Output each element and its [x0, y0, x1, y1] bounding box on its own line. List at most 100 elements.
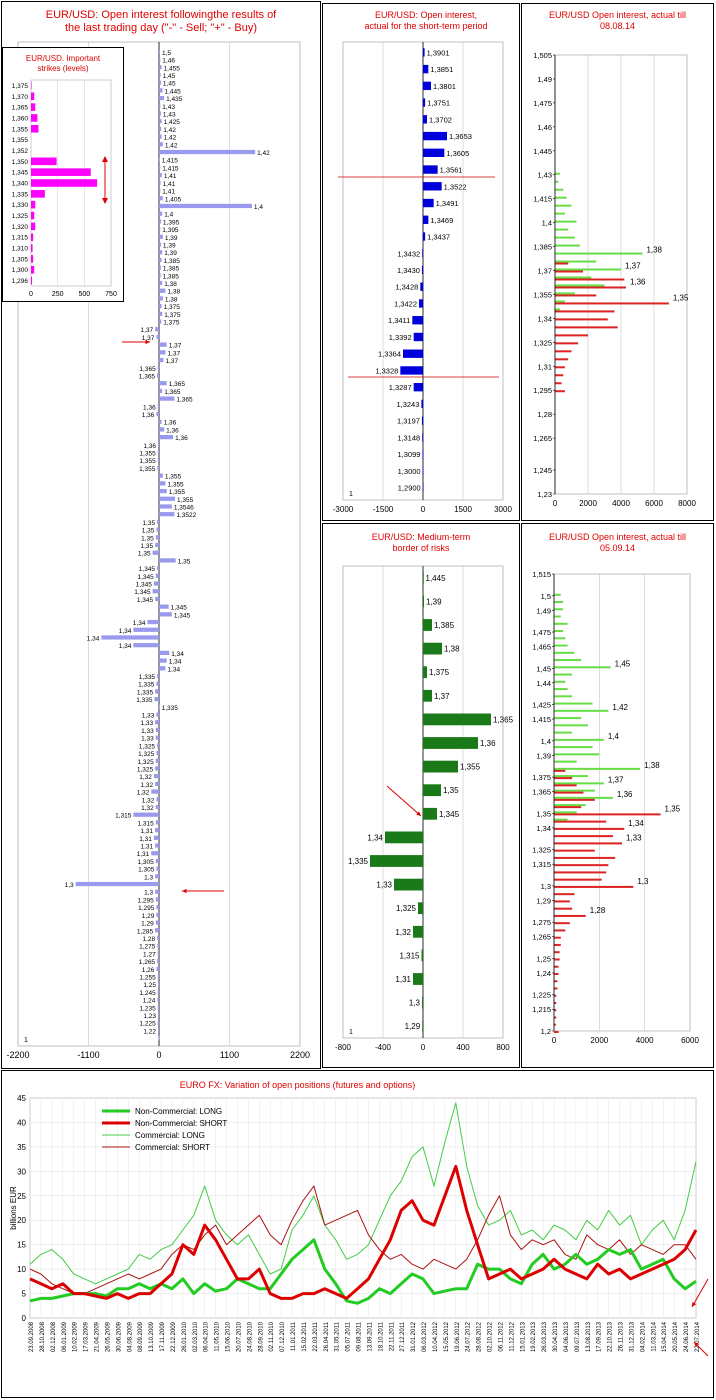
bar — [157, 1005, 159, 1010]
bar — [159, 157, 160, 162]
bar-label: 1,355 — [165, 474, 182, 481]
x-tick-label: 26.03.2013 — [542, 1321, 548, 1352]
bar-label: 1,325 — [137, 766, 154, 773]
bar-label: 1,345 — [136, 582, 153, 589]
bar — [554, 731, 573, 734]
y-tick-label: 1,465 — [532, 643, 551, 652]
bar — [152, 589, 159, 594]
bar — [555, 196, 567, 199]
bar-label: 1,36 — [142, 412, 155, 419]
y-tick-label: 1,24 — [536, 969, 551, 978]
bar — [159, 257, 162, 263]
bar — [157, 519, 159, 525]
bar — [31, 276, 33, 285]
x-tick-label: 10.02.2009 — [73, 1321, 79, 1352]
bar — [555, 236, 575, 239]
bar — [554, 673, 573, 676]
bar — [554, 760, 577, 763]
bar-label: 1,41 — [163, 181, 176, 188]
bar — [554, 1023, 556, 1026]
bar — [157, 951, 159, 956]
bar — [159, 650, 170, 655]
bar — [155, 920, 159, 925]
bar-label: 1,225 — [139, 1021, 156, 1028]
y-tick-label: 1,300 — [12, 267, 29, 274]
bar — [159, 142, 163, 147]
x-tick-label: 11.05.2010 — [215, 1321, 221, 1351]
bar — [159, 211, 163, 216]
bar — [159, 103, 161, 108]
bar — [159, 219, 161, 224]
bar — [159, 488, 167, 494]
x-tick-label: 26.04.2011 — [324, 1321, 330, 1351]
bar — [554, 651, 575, 654]
bar — [385, 831, 423, 844]
bar — [421, 265, 423, 275]
bar — [554, 798, 595, 801]
bar-label: 1,355 — [460, 763, 481, 772]
bar — [554, 914, 586, 917]
bar — [159, 558, 176, 563]
bar-label: 1,335 — [162, 705, 179, 712]
x-tick-label: -3000 — [333, 505, 354, 514]
bar — [421, 949, 423, 962]
bar — [159, 188, 161, 193]
bar — [159, 165, 161, 170]
bar — [423, 232, 426, 241]
x-tick-label: 17.11.2009 — [160, 1321, 166, 1351]
bar-label: 1,37 — [434, 692, 450, 701]
bar — [554, 769, 566, 772]
bar-label: 1,22 — [143, 1028, 156, 1035]
bar-label: 1,38 — [167, 289, 180, 296]
bar — [555, 374, 564, 377]
y-tick-label: 5 — [22, 1290, 27, 1299]
chart-oi-0509: 0 2000 4000 6000 1,515 1,5 1,49 1,475 1,465 1,45 1… — [532, 570, 699, 1045]
bar-label: 1,38 — [646, 246, 662, 255]
bar — [555, 252, 643, 255]
x-tick-label: 3000 — [494, 505, 512, 514]
chart-title-important-strikes: EUR/USD. Important strikes (levels) — [25, 54, 101, 73]
bar — [555, 278, 625, 281]
red-range-bottom — [102, 198, 108, 204]
x-tick-label: 30.06.2009 — [116, 1321, 122, 1352]
bar-label: 1,35 — [665, 804, 681, 813]
bar — [554, 775, 588, 778]
y-tick-label: 1,28 — [537, 410, 552, 419]
bar — [554, 1009, 557, 1012]
bar-label: 1,3702 — [429, 115, 452, 124]
bar — [554, 746, 593, 749]
bar — [155, 542, 159, 548]
chart-title-oi-0808: EUR/USD Open interest, actual till 08.08… — [548, 10, 687, 31]
bar-label: 1,2900 — [398, 484, 421, 493]
bar — [155, 535, 159, 540]
bar — [554, 818, 568, 821]
bar-label: 1,435 — [166, 96, 183, 103]
bar — [418, 902, 423, 915]
bar — [422, 449, 424, 459]
bar-label: 1,415 — [162, 158, 179, 165]
bar-label: 1,375 — [429, 668, 450, 677]
bar — [155, 573, 159, 578]
x-tick-label: 02.11.2010 — [269, 1321, 275, 1351]
bar-label: 1,29 — [142, 913, 155, 920]
bar-label: 1,3243 — [396, 400, 419, 409]
bar-label: 1,405 — [165, 196, 182, 203]
bar — [153, 774, 159, 779]
bar-label: 1,36 — [630, 277, 646, 286]
legend-label: Non-Commercial: LONG — [135, 1107, 222, 1116]
bar-label: 1,33 — [626, 833, 642, 842]
bar-label: 1,32 — [137, 790, 150, 797]
bar — [159, 234, 163, 239]
x-tick-label: 15.01.2013 — [520, 1321, 526, 1352]
bar — [394, 878, 423, 891]
red-arrow-1,37-head — [145, 339, 150, 345]
bar — [555, 244, 580, 247]
bar-label: 1,335 — [348, 857, 369, 866]
x-tick-label: 06.03.2012 — [422, 1321, 428, 1352]
bar — [159, 226, 161, 232]
y-tick-label: 1,49 — [536, 606, 551, 615]
bar-label: 1,355 — [177, 497, 194, 504]
x-tick-label: -800 — [335, 1043, 352, 1052]
y-tick-label: 1,31 — [537, 362, 552, 371]
bar-label: 1,385 — [434, 621, 455, 630]
